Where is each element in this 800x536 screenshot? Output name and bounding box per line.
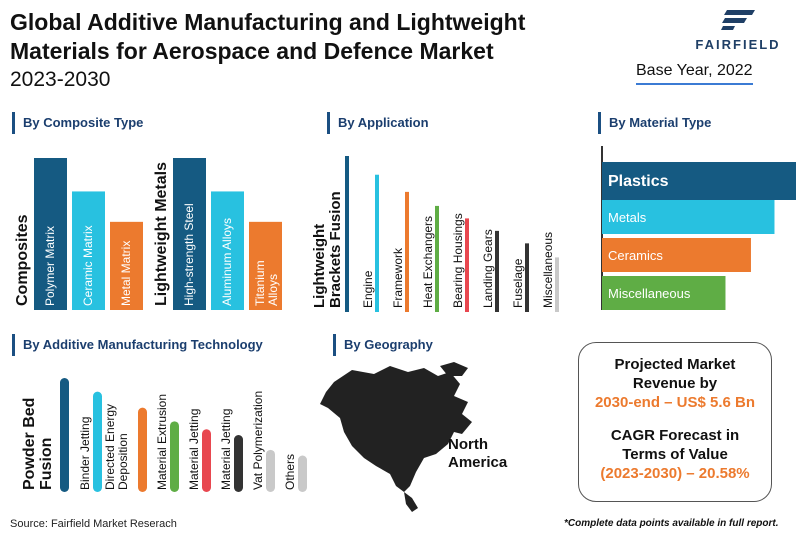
geography-section-title: By Geography [333, 334, 433, 356]
bar-0-2 [110, 221, 143, 310]
arctic-island-shape [440, 362, 468, 376]
group-label-1: Lightweight Metals [153, 162, 170, 306]
bar-0-1 [72, 191, 105, 310]
application-bar-5 [495, 230, 499, 312]
technology-bar-3 [170, 421, 179, 492]
bar-label-1-0: High-strength Steel [182, 203, 196, 306]
technology-label-5: Material Jetting [219, 409, 233, 490]
material-bar-1 [602, 200, 775, 234]
material-label-1: Metals [608, 210, 647, 225]
technology-label-1: Binder Jetting [78, 417, 92, 490]
base-year-label: Base Year, 2022 [636, 62, 753, 85]
composite-type-section-title: By Composite Type [12, 112, 143, 134]
material-label-2: Ceramics [608, 248, 663, 263]
technology-bar-5 [234, 435, 243, 492]
bar-label-1-2: TitaniumAlloys [253, 260, 280, 306]
source-note: Source: Fairfield Market Reserach [10, 518, 177, 530]
projection-line-5: Terms of Value [622, 446, 728, 463]
technology-section-title: By Additive Manufacturing Technology [12, 334, 263, 356]
page-title: Global Additive Manufacturing and Lightw… [10, 8, 525, 66]
page-subtitle: 2023-2030 [10, 68, 111, 91]
composite-type-chart: Composites Polymer Matrix Ceramic Matrix Me… [14, 158, 282, 310]
bar-label-0-0: Polymer Matrix [43, 226, 57, 306]
application-label-3: Heat Exchangers [421, 216, 435, 308]
application-label-1: Engine [361, 270, 375, 308]
full-report-note: *Complete data points available in full … [564, 518, 779, 529]
material-type-chart: Plastics Metals Ceramics Miscellaneous [601, 146, 796, 310]
technology-bar-1 [93, 391, 102, 492]
technology-bar-4 [202, 429, 211, 492]
material-type-section-title: By Material Type [598, 112, 711, 134]
projection-line-2: Revenue by [632, 375, 718, 392]
technology-axis-title: Powder BedFusion [21, 398, 55, 490]
brand-name: FAIRFIELD [695, 37, 781, 52]
technology-label-7: Others [283, 454, 297, 490]
application-label-6: Fuselage [511, 258, 525, 308]
title-line-2: Materials for Aerospace and Defence Mark… [10, 38, 494, 64]
technology-chart: Powder BedFusion Binder Jetting Directed E… [21, 378, 307, 492]
application-bar-3 [435, 205, 439, 312]
material-bar-3 [602, 276, 726, 310]
fairfield-logo: FAIRFIELD [688, 8, 788, 52]
technology-label-6: Vat Polymerization [251, 391, 265, 490]
bar-label-1-1: Aluminum Alloys [220, 218, 234, 306]
bar-0-0 [34, 158, 67, 310]
projection-cagr-value: (2023-2030) – 20.58% [600, 465, 750, 482]
application-axis-title: LightweightBrackets Fusion [311, 191, 344, 308]
projection-line-4: CAGR Forecast in [610, 427, 740, 444]
bar-1-0 [173, 158, 206, 310]
application-bar-7 [555, 257, 559, 312]
technology-bar-2 [138, 407, 147, 492]
bar-label-0-2: Metal Matrix [119, 241, 133, 306]
bar-1-1 [211, 191, 244, 310]
technology-label-3: Material Extrusion [155, 394, 169, 490]
application-bar-4 [465, 218, 469, 312]
projection-line-1: Projected Market [614, 356, 736, 373]
application-label-5: Landing Gears [481, 229, 495, 308]
application-chart: LightweightBrackets Fusion Engine Framewor… [311, 156, 559, 312]
material-label-3: Miscellaneous [608, 286, 691, 301]
bar-1-2 [249, 221, 282, 310]
technology-label-4: Material Jetting [187, 409, 201, 490]
projection-box: Projected Market Revenue by 2030-end – U… [578, 342, 772, 502]
application-bar-0 [345, 156, 349, 312]
material-label-0: Plastics [608, 173, 669, 190]
application-label-2: Framework [391, 247, 405, 308]
application-bar-6 [525, 243, 529, 312]
technology-bar-7 [298, 455, 307, 492]
projection-revenue-value: 2030-end – US$ 5.6 Bn [594, 394, 756, 411]
north-america-map [320, 362, 472, 512]
bar-label-0-1: Ceramic Matrix [81, 225, 95, 306]
group-label-0: Composites [14, 214, 31, 306]
application-bar-1 [375, 174, 379, 312]
title-line-1: Global Additive Manufacturing and Lightw… [10, 9, 526, 35]
application-section-title: By Application [327, 112, 429, 134]
technology-bar-0 [60, 378, 69, 492]
central-america-shape [404, 492, 418, 512]
application-label-4: Bearing Housings [451, 213, 465, 308]
logo-mark-icon [721, 10, 755, 30]
north-america-shape [320, 366, 472, 492]
region-label: North America [448, 436, 508, 471]
application-bar-2 [405, 191, 409, 312]
application-label-7: Miscellaneous [541, 232, 555, 308]
technology-bar-6 [266, 449, 275, 492]
technology-label-2: Directed EnergyDeposition [103, 404, 130, 490]
material-bar-2 [602, 238, 751, 272]
material-bar-0 [602, 162, 796, 200]
